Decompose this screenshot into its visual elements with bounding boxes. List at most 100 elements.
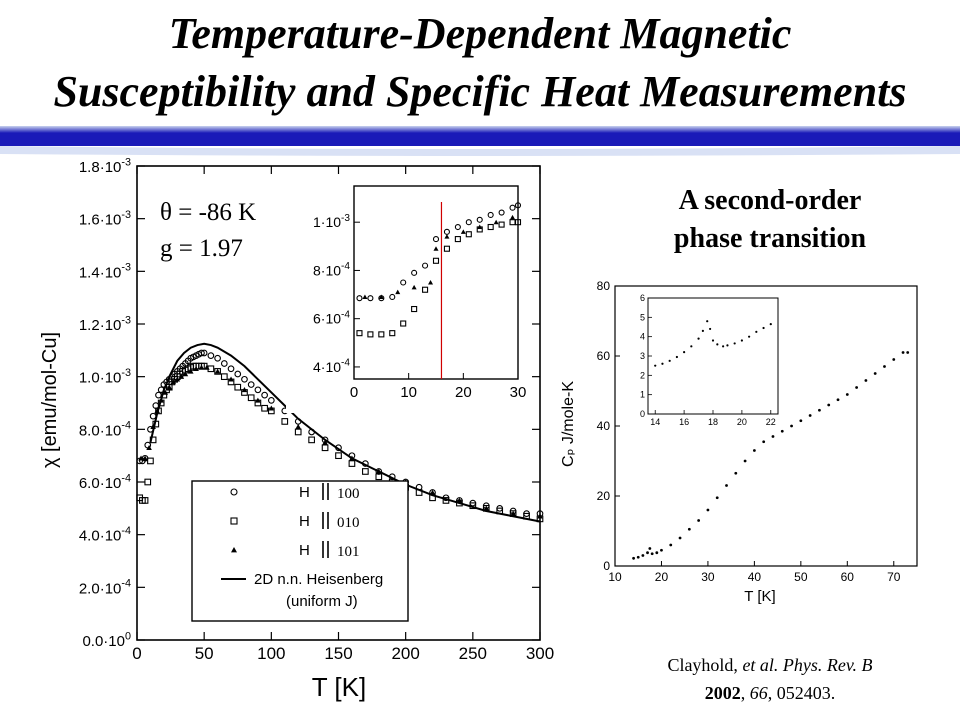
main-y-tick-label-mantissa: 0.0·10 (82, 633, 125, 650)
inset-point-triangle (460, 229, 466, 234)
legend-direction: 100 (337, 486, 360, 502)
main-y-tick-label-mantissa: 1.8·10 (79, 159, 122, 176)
inset-point-square (454, 236, 461, 243)
main-point-square (375, 473, 383, 481)
inset-point-triangle (444, 234, 450, 239)
main-y-tick-label-exponent: -3 (121, 367, 131, 379)
inset-y-tick-label-exponent: -4 (341, 358, 350, 369)
main-y-tick-label: 1.4·10-3 (79, 262, 131, 282)
cp-inset-point (701, 329, 704, 332)
main-point-triangle (228, 376, 234, 382)
main-y-tick-label-exponent: -3 (121, 262, 131, 274)
main-point-square (261, 404, 268, 412)
citation-line-1: Clayhold, et al. Phys. Rev. B (560, 652, 960, 678)
cp-y-tick-label: 60 (597, 349, 611, 363)
main-point-square (147, 457, 154, 465)
cp-inset-point (722, 345, 725, 348)
cp-point (743, 459, 747, 463)
cp-inset-x-tick-label: 18 (708, 417, 718, 427)
inset-point-square (498, 221, 505, 228)
main-y-tick-label-mantissa: 1.2·10 (79, 317, 122, 334)
inset-y-tick-label-exponent: -3 (341, 213, 350, 224)
cp-x-tick-label: 20 (655, 570, 669, 584)
cp-inset-point (711, 339, 715, 342)
cp-point (790, 424, 793, 428)
cp-point (678, 536, 682, 540)
subheading-line-2: phase transition (673, 223, 867, 254)
cp-inset-point (726, 344, 729, 347)
cp-y-tick-label: 80 (597, 279, 611, 293)
main-point-triangle (138, 455, 144, 461)
cp-inset-point (748, 335, 751, 338)
cp-point (855, 386, 858, 389)
main-y-tick-label: 6.0·10-4 (79, 472, 131, 492)
inset-point-circle (367, 295, 374, 302)
cp-inset-y-tick-label: 0 (640, 409, 645, 419)
cp-point (706, 508, 710, 512)
main-point-triangle (483, 505, 490, 511)
main-point-triangle (193, 365, 199, 372)
main-point-triangle (268, 405, 275, 411)
cp-point (836, 398, 840, 402)
cp-point (780, 429, 784, 433)
theta-annotation: θ = -86 K (160, 199, 256, 226)
cp-inset-x-tick-label: 22 (766, 417, 776, 427)
inset-point-circle (411, 269, 418, 276)
cp-point (636, 555, 640, 559)
cp-point (883, 365, 886, 368)
main-point-square (220, 373, 228, 381)
legend-direction: 010 (337, 515, 360, 531)
inset-point-circle (476, 216, 483, 223)
main-y-tick-label-mantissa: 4.0·10 (79, 528, 122, 545)
inset-x-tick-label: 10 (400, 384, 417, 401)
main-point-circle (200, 349, 208, 357)
main-y-tick-label: 2.0·10-4 (79, 578, 131, 598)
legend-label-sub: (uniform J) (286, 593, 358, 610)
legend-label: H (299, 542, 310, 559)
inset-plot-frame (353, 185, 519, 380)
main-point-square (348, 460, 356, 467)
cp-y-tick-label: 0 (603, 559, 610, 573)
main-y-tick-label-exponent: -3 (121, 156, 131, 168)
main-point-square (294, 428, 302, 436)
cp-x-tick-label: 50 (794, 570, 808, 584)
main-point-circle (198, 349, 205, 357)
main-point-triangle (146, 444, 152, 451)
inset-point-triangle (362, 294, 368, 299)
main-point-square (335, 452, 342, 460)
cp-inset-y-tick-label: 5 (640, 312, 645, 322)
main-y-tick-label-exponent: 0 (125, 630, 131, 642)
cp-point (845, 393, 849, 396)
main-point-circle (267, 397, 275, 404)
inset-point-square (514, 219, 522, 226)
main-point-circle (241, 375, 248, 383)
cp-inset-y-tick-label: 4 (640, 332, 645, 342)
inset-point-square (378, 331, 385, 338)
inset-y-tick-label-mantissa: 1·10 (313, 214, 341, 230)
main-point-square (362, 468, 369, 475)
inset-point-circle (389, 293, 396, 301)
cp-inset-point (668, 359, 671, 362)
cp-point (650, 552, 654, 556)
main-point-triangle (178, 373, 185, 379)
cp-inset-point (683, 351, 686, 354)
inset-point-circle (465, 219, 472, 226)
main-y-tick-label-mantissa: 1.4·10 (79, 264, 122, 281)
main-point-square (247, 394, 255, 402)
cp-point (715, 496, 719, 500)
cp-inset-background (648, 298, 778, 414)
cp-y-tick-label: 20 (597, 489, 611, 503)
cp-point (864, 379, 868, 382)
main-y-tick-label-mantissa: 1.6·10 (79, 212, 122, 229)
main-point-square (234, 383, 242, 391)
y-axis-label: χ [emu/mol-Cu] (39, 332, 61, 468)
legend-label: 2D n.n. Heisenberg (254, 571, 383, 588)
main-y-tick-label-exponent: -4 (121, 578, 131, 590)
inset-point-circle (487, 211, 494, 218)
main-point-triangle (170, 379, 177, 385)
inset-point-square (432, 257, 440, 264)
main-point-square (281, 418, 289, 425)
cp-inset-point (740, 339, 743, 342)
cp-inset-x-tick-label: 16 (679, 417, 689, 427)
cp-point (646, 551, 649, 555)
